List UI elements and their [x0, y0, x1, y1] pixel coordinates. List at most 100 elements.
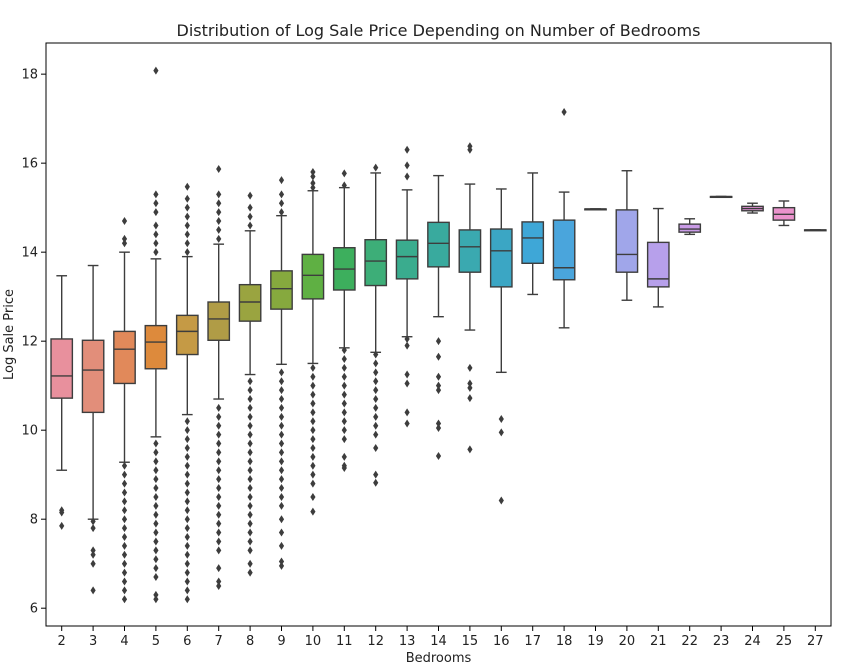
outlier-point: [184, 230, 190, 239]
outlier-point: [216, 537, 222, 546]
outlier-point: [435, 423, 442, 432]
outlier-point: [247, 519, 253, 528]
outlier-point: [216, 466, 222, 475]
outlier-point: [184, 595, 190, 604]
outlier-point: [184, 506, 190, 515]
outlier-point: [184, 497, 190, 506]
x-axis-ticks: 2 3 4 5 6 7 8 9 10 11 12 13 14 15 16 17 18 19 20 21 22 23 24 25…: [58, 626, 824, 649]
outlier-point: [310, 363, 316, 372]
outlier-point: [247, 412, 253, 421]
outlier-point: [184, 550, 190, 559]
chart-title: Distribution of Log Sale Price Depending…: [177, 21, 701, 40]
outlier-point: [247, 448, 253, 457]
outlier-point: [341, 426, 347, 435]
outlier-point: [310, 452, 316, 461]
box-group: [332, 169, 356, 473]
outlier-point: [341, 417, 347, 426]
outlier-point: [373, 377, 379, 386]
outlier-point: [373, 478, 379, 487]
outlier-point: [404, 341, 410, 350]
outlier-point: [373, 430, 379, 439]
outlier-point: [59, 508, 65, 517]
outlier-point: [121, 239, 128, 248]
outlier-point: [90, 517, 96, 526]
outlier-point: [278, 430, 285, 439]
outlier-point: [278, 377, 285, 386]
outlier-point: [153, 208, 159, 217]
outlier-point: [247, 528, 253, 537]
outlier-point: [278, 484, 285, 493]
x-tick-label: 15: [462, 634, 479, 649]
outlier-point: [310, 417, 316, 426]
x-tick-label: 21: [650, 634, 667, 649]
outlier-point: [435, 451, 442, 460]
box-group: [646, 207, 670, 308]
outlier-point: [404, 161, 410, 170]
outlier-point: [467, 363, 473, 372]
x-tick-label: 24: [744, 634, 761, 649]
outlier-point: [121, 217, 128, 226]
outlier-point: [184, 435, 190, 444]
outlier-point: [278, 541, 285, 550]
outlier-point: [247, 484, 253, 493]
outlier-point: [278, 466, 285, 475]
box-group: [144, 66, 168, 604]
box: [552, 219, 576, 281]
box-group: [678, 218, 702, 236]
outlier-point: [341, 399, 347, 408]
outlier-point: [121, 234, 128, 243]
outlier-point: [310, 399, 316, 408]
box-group: [175, 182, 199, 604]
outlier-point: [278, 199, 285, 208]
outlier-point: [121, 550, 128, 559]
box-group: [521, 172, 545, 296]
outlier-point: [184, 577, 190, 586]
outlier-point: [341, 346, 347, 355]
outlier-point: [216, 225, 222, 234]
box: [81, 339, 105, 414]
outlier-point: [121, 497, 128, 506]
x-tick-label: 4: [120, 634, 128, 649]
outlier-point: [216, 492, 222, 501]
outlier-point: [310, 492, 316, 501]
outlier-point: [184, 541, 190, 550]
outlier-point: [310, 426, 316, 435]
outlier-point: [278, 421, 285, 430]
outlier-point: [247, 191, 253, 200]
box: [301, 253, 325, 300]
x-tick-label: 23: [713, 634, 730, 649]
outlier-point: [278, 515, 285, 524]
box: [207, 301, 231, 341]
box-group: [50, 275, 74, 530]
outlier-point: [247, 568, 253, 577]
outlier-point: [435, 337, 442, 346]
outlier-point: [373, 443, 379, 452]
outlier-point: [90, 586, 96, 595]
box-group: [270, 176, 293, 570]
outlier-point: [184, 194, 190, 203]
outlier-point: [373, 359, 379, 368]
outlier-point: [184, 248, 190, 257]
outlier-point: [153, 510, 159, 519]
x-tick-label: 8: [246, 634, 254, 649]
outlier-point: [184, 586, 190, 595]
outlier-point: [216, 564, 222, 573]
outlier-point: [216, 208, 222, 217]
outlier-point: [341, 408, 347, 417]
box-group: [207, 164, 231, 590]
y-axis-ticks: 6 8 10 12 14 16 18: [21, 68, 46, 617]
x-tick-label: 16: [493, 634, 510, 649]
outlier-point: [153, 466, 159, 475]
y-tick-label: 18: [21, 68, 38, 83]
outlier-point: [278, 190, 285, 199]
outlier-point: [247, 421, 253, 430]
box-group: [772, 200, 796, 227]
outlier-point: [216, 164, 222, 173]
box-group: [81, 264, 105, 595]
x-tick-label: 7: [215, 634, 223, 649]
outlier-point: [247, 203, 253, 212]
outlier-point: [498, 428, 504, 437]
outlier-point: [184, 559, 190, 568]
outlier-point: [153, 230, 159, 239]
